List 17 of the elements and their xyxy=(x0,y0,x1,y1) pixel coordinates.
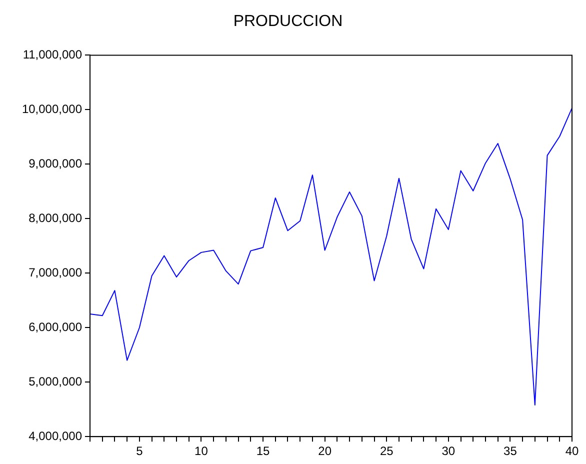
y-tick-label: 11,000,000 xyxy=(22,48,82,62)
y-tick-label: 7,000,000 xyxy=(28,265,82,280)
y-tick-label: 8,000,000 xyxy=(28,210,82,225)
chart-title: PRODUCCION xyxy=(233,13,343,30)
y-tick-label: 6,000,000 xyxy=(28,320,82,334)
x-tick-label: 40 xyxy=(565,444,579,458)
x-tick-label: 10 xyxy=(194,444,208,458)
y-tick-label: 10,000,000 xyxy=(22,102,82,116)
y-tick-label: 4,000,000 xyxy=(28,428,82,443)
x-tick-label: 5 xyxy=(136,444,144,458)
x-tick-label: 35 xyxy=(504,444,518,458)
y-tick-label: 5,000,000 xyxy=(28,374,82,388)
x-tick-label: 20 xyxy=(318,444,332,458)
y-tick-label: 9,000,000 xyxy=(28,156,82,170)
x-tick-label: 25 xyxy=(380,444,394,458)
x-tick-label: 15 xyxy=(256,444,270,458)
x-tick-label: 30 xyxy=(442,444,456,458)
